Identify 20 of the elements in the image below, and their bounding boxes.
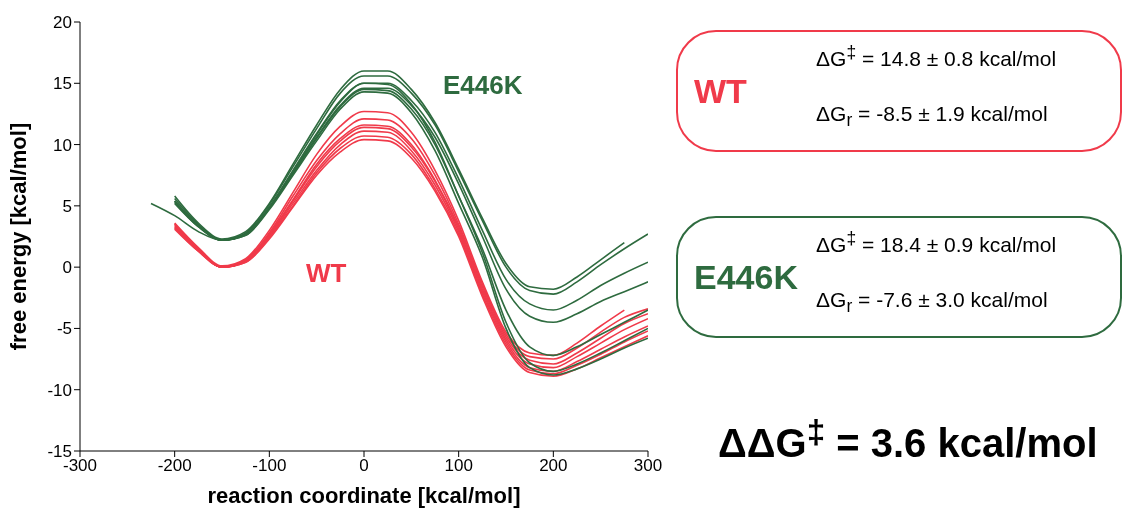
x-tick-label: 200 [539,456,568,476]
x-tick-label: 300 [633,456,663,476]
rounded-frame: E446K ΔG$^{‡}$ = 18.4 ± 0.9 kcal/mol ΔG$_{r}$ = -7.6 ± 3.0 kcal/mol [676,216,1122,338]
x-tick-label: -100 [252,456,287,476]
y-tick-label: 5 [62,196,72,216]
y-tick-label: 15 [53,74,72,94]
x-tick-label: 100 [444,456,473,476]
rounded-frame: WT ΔG$^{‡}$ = 14.8 ± 0.8 kcal/mol ΔG$_{r}$ = -8.5 ± 1.9 kcal/mol [676,30,1122,152]
y-axis-title: free energy [kcal/mol] [5,122,31,351]
x-axis-title: reaction coordinate [kcal/mol] [207,483,521,508]
y-tick-label: 10 [53,135,72,155]
series-label: E446K [443,70,523,101]
y-tick-label: -5 [56,319,72,339]
x-tick-label: 0 [359,456,369,476]
series-label: WT [306,258,347,289]
y-tick-label: -10 [47,380,72,400]
text: ΔΔG$^{‡}$ = 3.6 kcal/mol [718,413,1098,466]
y-tick-label: 20 [53,13,72,33]
y-tick-label: 0 [62,258,72,278]
x-tick-label: -200 [157,456,192,476]
